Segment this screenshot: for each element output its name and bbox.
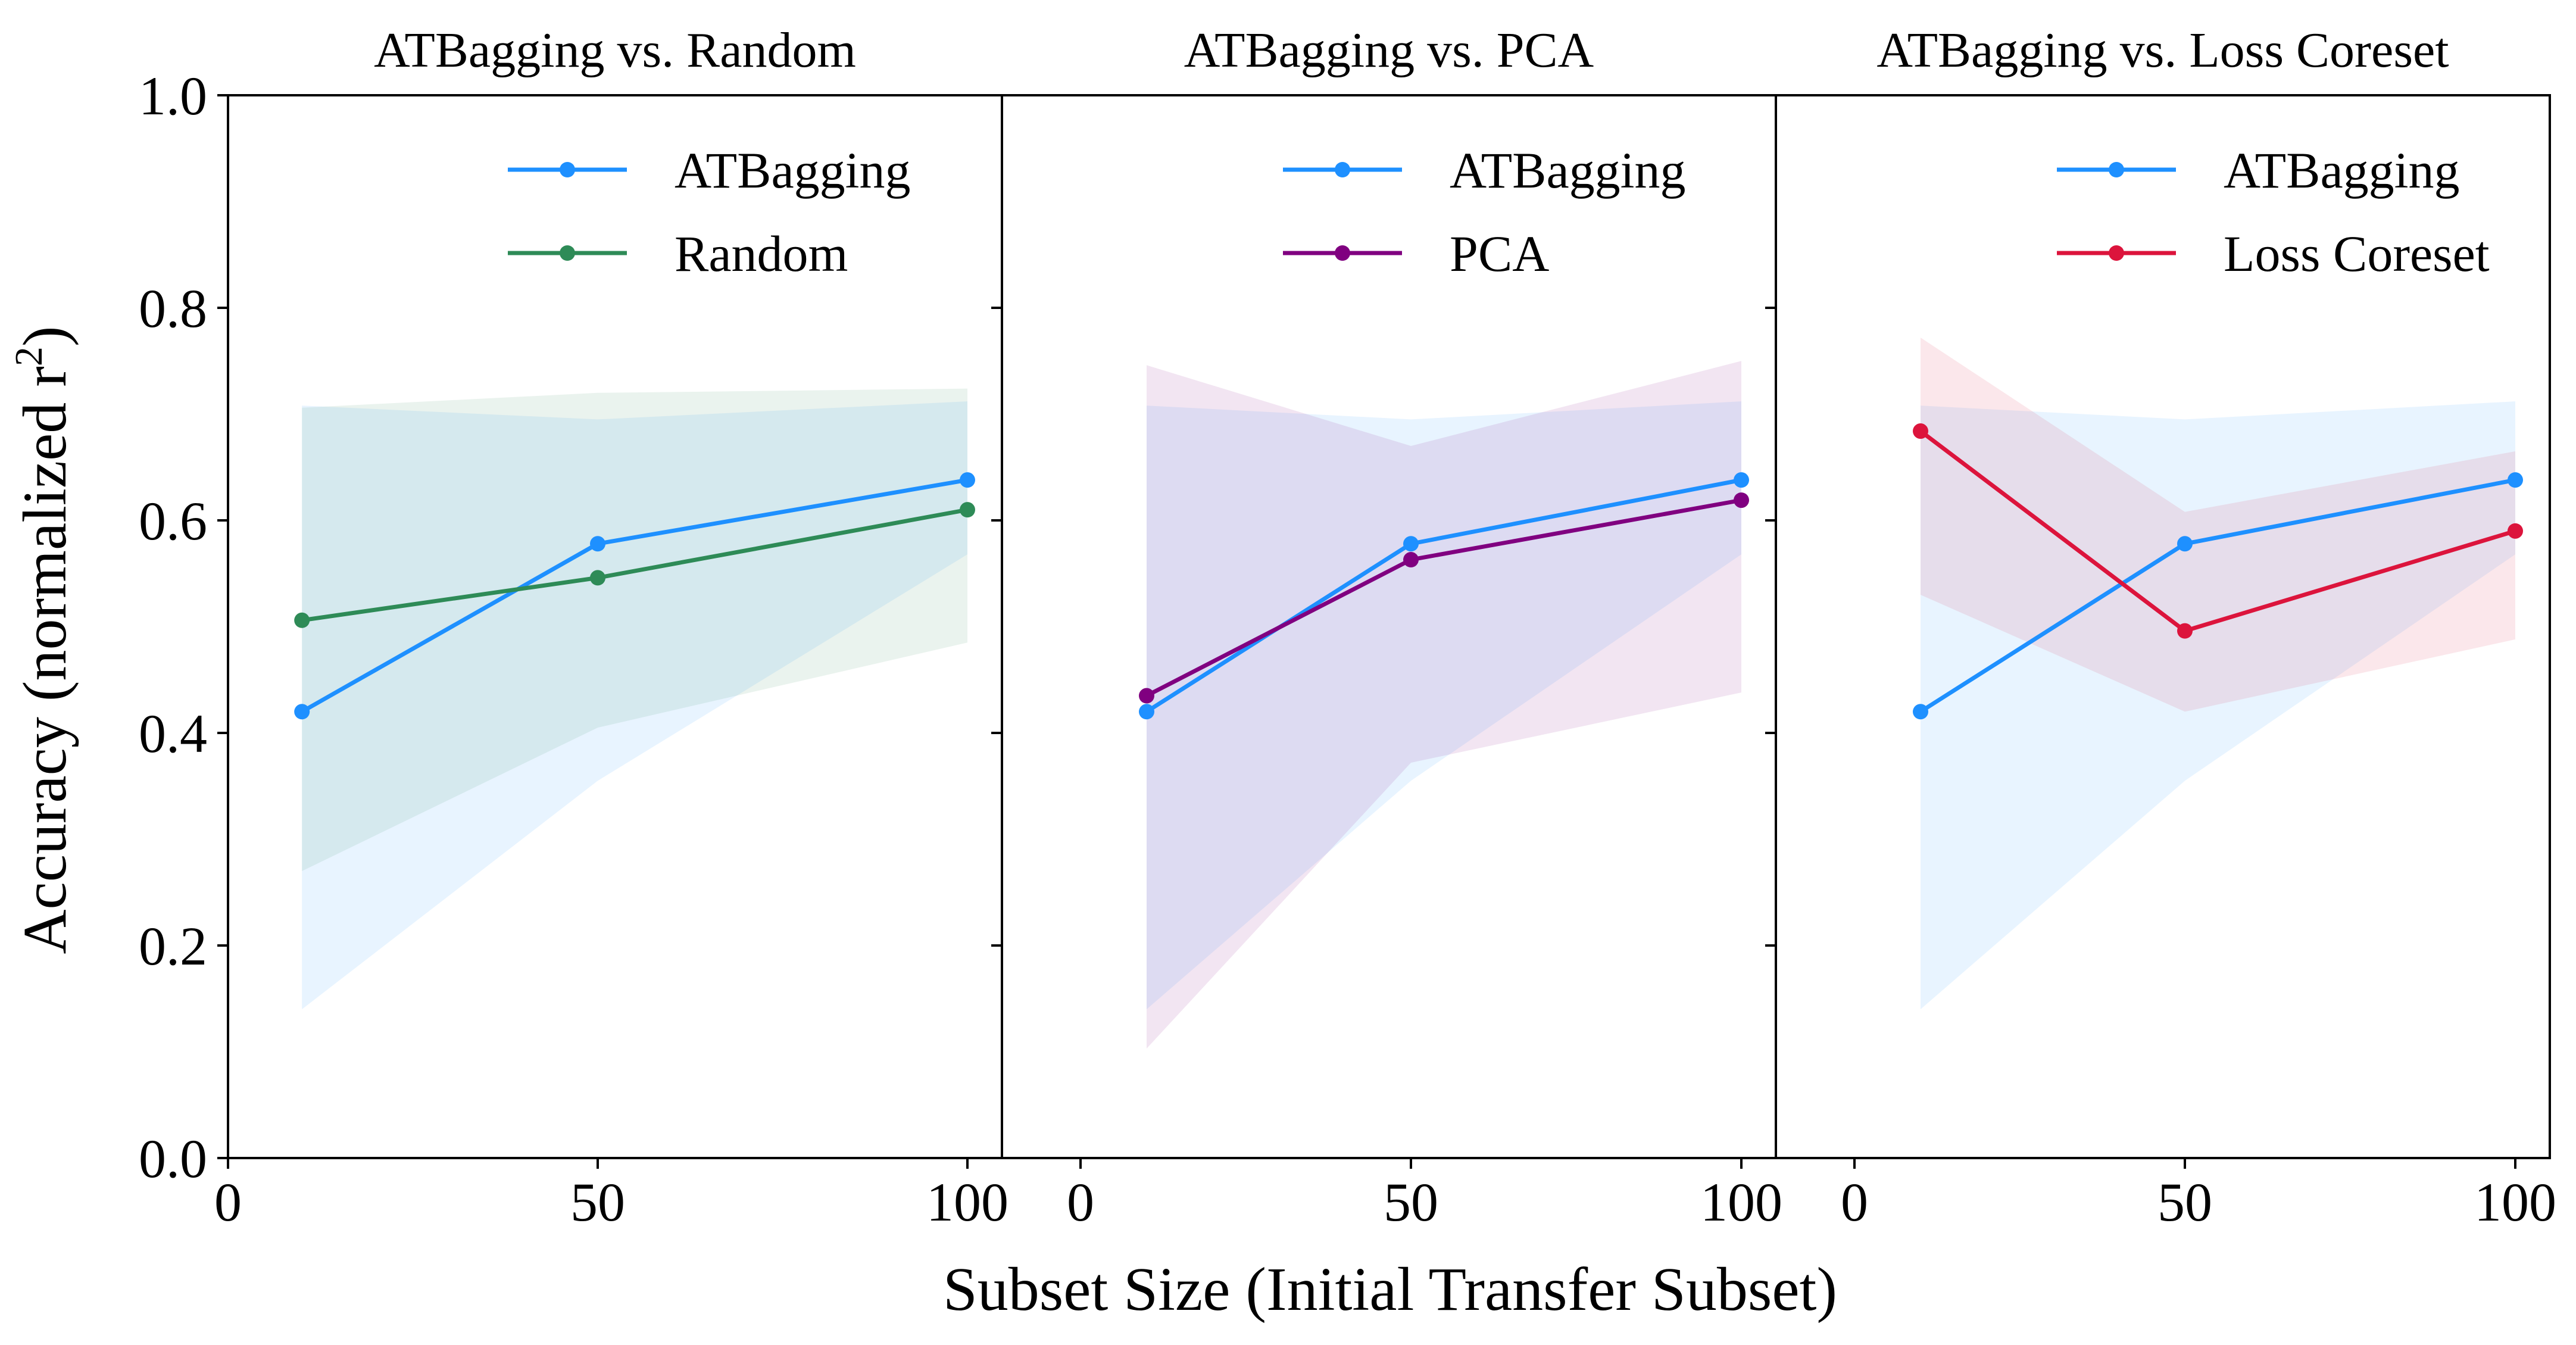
legend-marker-loss-coreset (2109, 245, 2124, 261)
subplot-title: ATBagging vs. Random (374, 23, 856, 78)
legend: ATBagging PCA (1283, 142, 1686, 282)
data-point-loss-coreset (2177, 623, 2193, 639)
data-point-atbagging (960, 472, 975, 488)
legend-marker-atbagging (2109, 162, 2124, 177)
data-point-pca (1734, 492, 1749, 508)
data-point-atbagging (2177, 536, 2193, 552)
x-axis-label: Subset Size (Initial Transfer Subset) (943, 1255, 1837, 1324)
x-tick-label: 100 (1700, 1172, 1782, 1232)
data-point-atbagging (1139, 704, 1154, 720)
legend-marker-atbagging (560, 162, 575, 177)
x-tick-label: 100 (926, 1172, 1008, 1232)
subplot-2: ATBagging vs. PCA 0 50 100 ATBagging PCA (991, 23, 1782, 1232)
y-tick-label: 1.0 (139, 65, 207, 126)
subplot-title: ATBagging vs. PCA (1184, 23, 1594, 78)
y-axis-label: Accuracy (normalized r​2) (7, 326, 79, 954)
data-point-random (294, 612, 310, 628)
data-point-atbagging (590, 536, 605, 552)
legend: ATBagging Loss Coreset (2057, 142, 2490, 282)
y-tick-label: 0.2 (139, 916, 207, 976)
data-point-random (960, 502, 975, 518)
x-tick-label: 0 (1067, 1172, 1094, 1232)
axes-frame (1775, 94, 2551, 1159)
subplot-panels: ATBagging vs. Random 0 50 100 0.0 0.2 0.4 0.6 0.… (139, 23, 2556, 1232)
legend-label-loss-coreset: Loss Coreset (2224, 225, 2490, 282)
data-point-atbagging (2508, 472, 2523, 488)
x-tick-label: 50 (1384, 1172, 1438, 1232)
subplot-1: ATBagging vs. Random 0 50 100 0.0 0.2 0.4 0.6 0.… (139, 23, 1008, 1232)
x-tick-label: 0 (1841, 1172, 1868, 1232)
data-point-loss-coreset (1913, 423, 1928, 439)
data-point-loss-coreset (2508, 523, 2523, 539)
legend-label-atbagging: ATBagging (2224, 142, 2460, 199)
x-tick-label: 50 (570, 1172, 625, 1232)
data-point-atbagging (1734, 472, 1749, 488)
legend: ATBagging Random (508, 142, 911, 282)
legend-label-random: Random (675, 225, 848, 282)
subplot-3: ATBagging vs. Loss Coreset 0 50 100 ATBaggin… (1765, 23, 2556, 1232)
legend-marker-pca (1335, 245, 1350, 261)
data-point-random (590, 570, 605, 586)
legend-label-pca: PCA (1450, 225, 1549, 282)
confidence-band-pca (1147, 361, 1741, 1049)
legend-marker-random (560, 245, 575, 261)
data-point-atbagging (1913, 704, 1928, 720)
y-tick-label: 0.4 (139, 703, 207, 764)
confidence-band-atbagging (302, 401, 968, 1010)
confidence-band-atbagging (1147, 401, 1741, 1010)
confidence-band-atbagging (1921, 401, 2515, 1010)
data-point-atbagging (294, 704, 310, 720)
data-point-pca (1139, 688, 1154, 704)
data-point-pca (1403, 552, 1419, 568)
y-tick-label: 0.6 (139, 491, 207, 551)
legend-label-atbagging: ATBagging (675, 142, 911, 199)
legend-label-atbagging: ATBagging (1450, 142, 1686, 199)
x-tick-label: 0 (214, 1172, 242, 1232)
data-point-atbagging (1403, 536, 1419, 552)
x-tick-label: 50 (2157, 1172, 2212, 1232)
subplot-title: ATBagging vs. Loss Coreset (1876, 23, 2449, 78)
legend-marker-atbagging (1335, 162, 1350, 177)
x-tick-label: 100 (2474, 1172, 2556, 1232)
y-tick-label: 0.0 (139, 1128, 207, 1189)
y-tick-label: 0.8 (139, 278, 207, 339)
